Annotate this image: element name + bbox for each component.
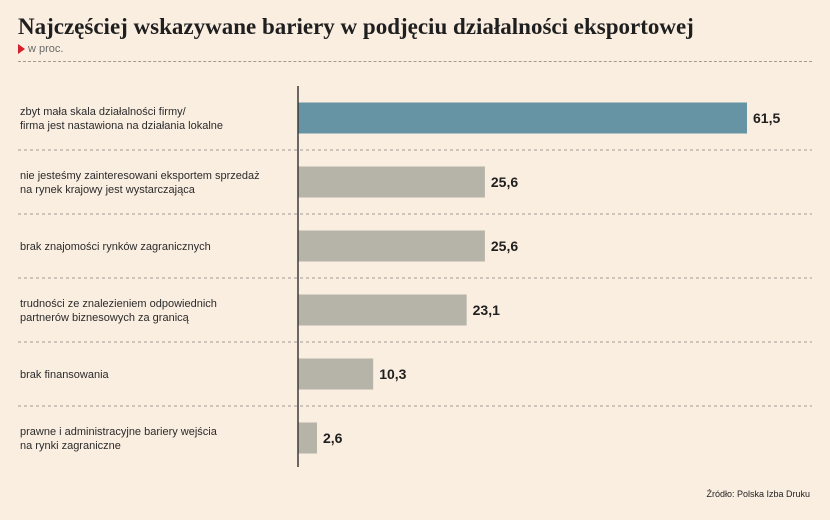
unit-label: w proc. bbox=[28, 43, 64, 55]
chart-subtitle: w proc. bbox=[18, 43, 63, 55]
category-label: prawne i administracyjne bariery wejścia… bbox=[20, 426, 218, 452]
chart-title: Najczęściej wskazywane bariery w podjęci… bbox=[18, 14, 694, 39]
value-label: 10,3 bbox=[379, 366, 406, 382]
bar bbox=[298, 422, 317, 454]
source-note: Źródło: Polska Izba Druku bbox=[706, 489, 810, 499]
category-label: nie jesteśmy zainteresowani eksportem sp… bbox=[20, 170, 260, 196]
triangle-marker-icon bbox=[18, 44, 25, 54]
top-divider bbox=[18, 61, 812, 62]
bar bbox=[298, 294, 467, 326]
bar bbox=[298, 166, 485, 198]
category-label: zbyt mała skala działalności firmy/firma… bbox=[20, 106, 223, 132]
bar bbox=[298, 230, 485, 262]
bar bbox=[298, 102, 747, 134]
value-label: 2,6 bbox=[323, 430, 343, 446]
value-label: 61,5 bbox=[753, 110, 780, 126]
category-label: brak finansowania bbox=[20, 369, 110, 381]
value-label: 25,6 bbox=[491, 174, 518, 190]
bar bbox=[298, 358, 374, 390]
value-label: 23,1 bbox=[473, 302, 500, 318]
category-label: brak znajomości rynków zagranicznych bbox=[20, 241, 211, 253]
value-label: 25,6 bbox=[491, 238, 518, 254]
category-label: trudności ze znalezieniem odpowiednich pa… bbox=[20, 298, 217, 324]
